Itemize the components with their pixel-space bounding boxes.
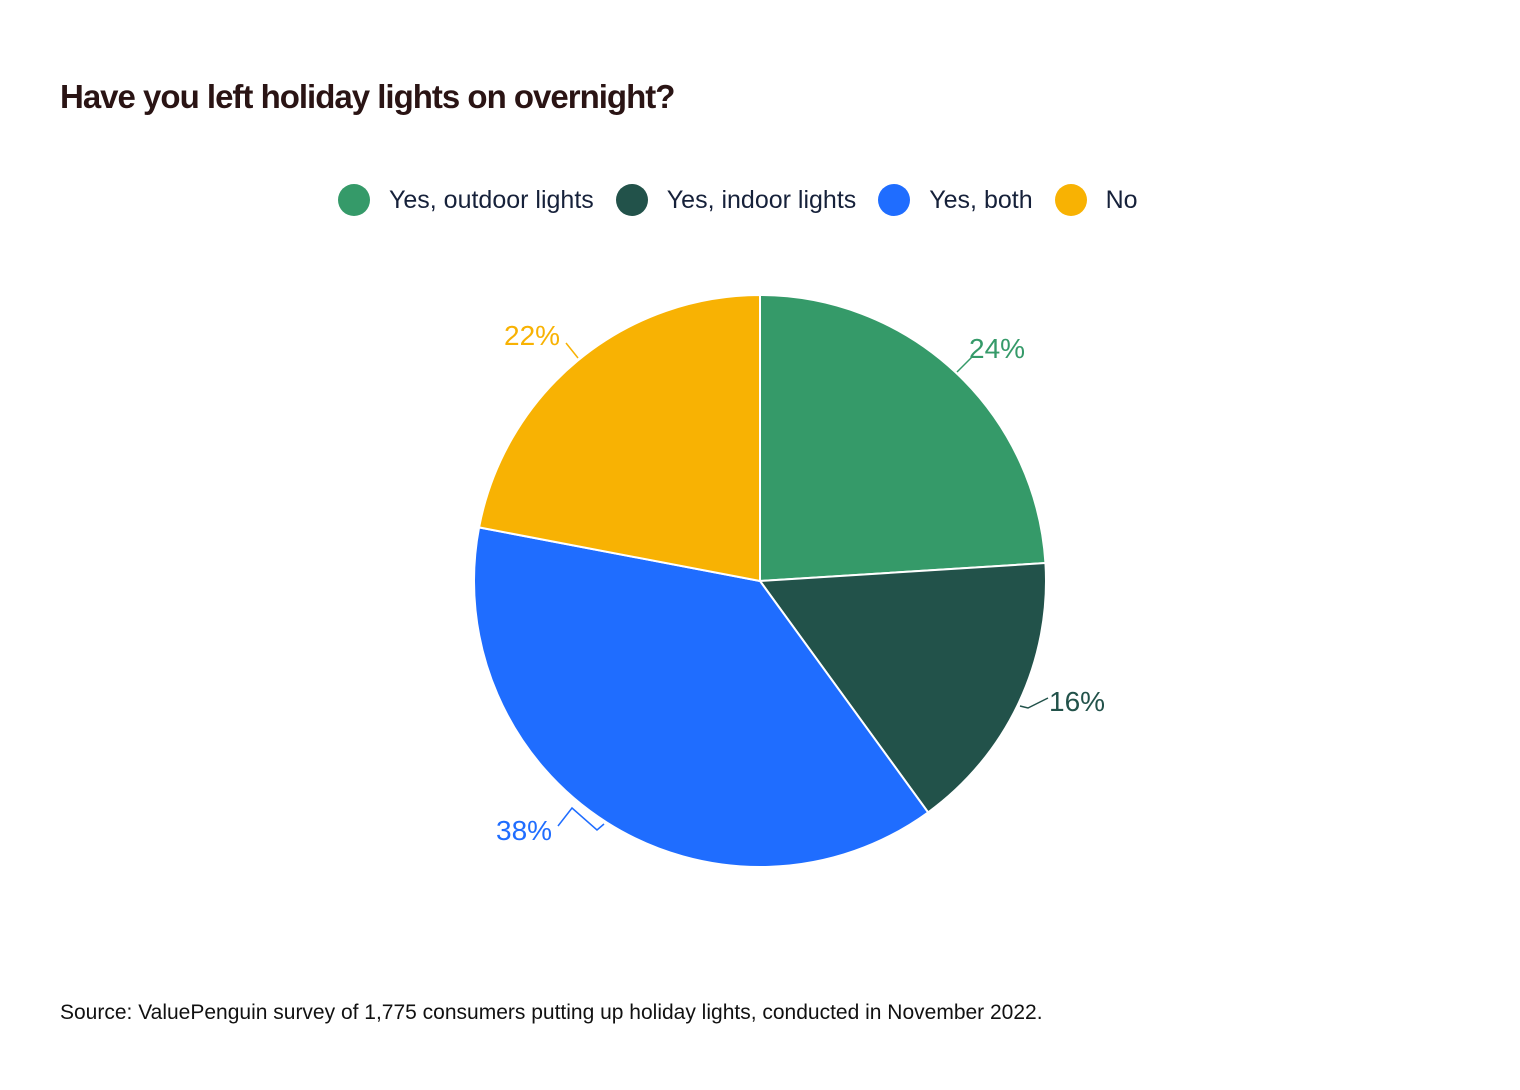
pie-slice-no [477,293,761,583]
slice-label-outdoor: 24% [969,333,1025,364]
pie-slice-indoor [758,561,1047,814]
legend-label: Yes, indoor lights [666,185,857,214]
legend-item-outdoor: Yes, outdoor lights [338,184,594,216]
pie-slice-both [473,526,930,868]
legend-item-no: No [1054,184,1138,216]
pie-slice-outdoor [759,293,1047,583]
legend-swatch-icon [878,184,911,216]
source-note: Source: ValuePenguin survey of 1,775 con… [60,1001,1043,1024]
slice-label-indoor: 16% [1049,686,1105,717]
legend: Yes, outdoor lights Yes, indoor lights Y… [338,182,1160,218]
pie-slices [473,293,1047,868]
slice-label-both: 38% [496,815,552,846]
legend-swatch-icon [338,184,370,216]
legend-item-indoor: Yes, indoor lights [615,184,857,216]
legend-item-both: Yes, both [878,184,1033,216]
legend-swatch-icon [1054,184,1087,216]
slice-label-no: 22% [504,320,560,351]
legend-label: Yes, outdoor lights [389,185,594,214]
legend-swatch-icon [615,184,648,216]
legend-label: Yes, both [929,185,1033,214]
legend-label: No [1105,185,1138,214]
chart-title: Have you left holiday lights on overnigh… [60,78,675,115]
leader-lines [557,342,1049,831]
